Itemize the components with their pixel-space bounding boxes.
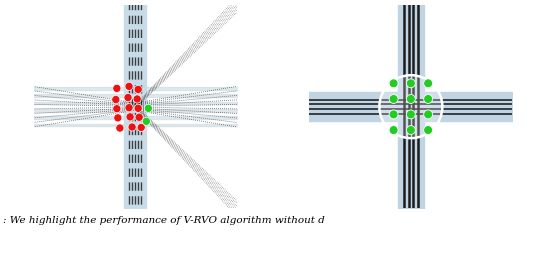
Circle shape	[406, 79, 416, 88]
Circle shape	[424, 110, 432, 119]
Circle shape	[112, 96, 120, 104]
Circle shape	[389, 125, 398, 135]
Circle shape	[406, 110, 416, 119]
Circle shape	[133, 95, 141, 103]
Circle shape	[379, 75, 442, 138]
Circle shape	[128, 123, 136, 131]
Circle shape	[135, 113, 143, 121]
Circle shape	[406, 125, 416, 135]
Circle shape	[113, 105, 121, 113]
Circle shape	[143, 117, 150, 125]
Circle shape	[137, 123, 145, 132]
Circle shape	[116, 124, 124, 132]
Circle shape	[114, 114, 122, 122]
Circle shape	[134, 104, 143, 112]
Circle shape	[125, 82, 133, 90]
Circle shape	[389, 110, 398, 119]
Circle shape	[406, 94, 416, 103]
Circle shape	[134, 85, 143, 93]
Circle shape	[126, 113, 134, 121]
Circle shape	[424, 125, 432, 135]
Circle shape	[389, 79, 398, 88]
Circle shape	[125, 104, 133, 112]
Circle shape	[113, 84, 121, 92]
Circle shape	[424, 79, 432, 88]
Circle shape	[424, 94, 432, 103]
Circle shape	[144, 104, 152, 112]
Circle shape	[389, 94, 398, 103]
Circle shape	[124, 93, 132, 102]
Text: : We highlight the performance of V-RVO algorithm without d: : We highlight the performance of V-RVO …	[3, 216, 324, 225]
